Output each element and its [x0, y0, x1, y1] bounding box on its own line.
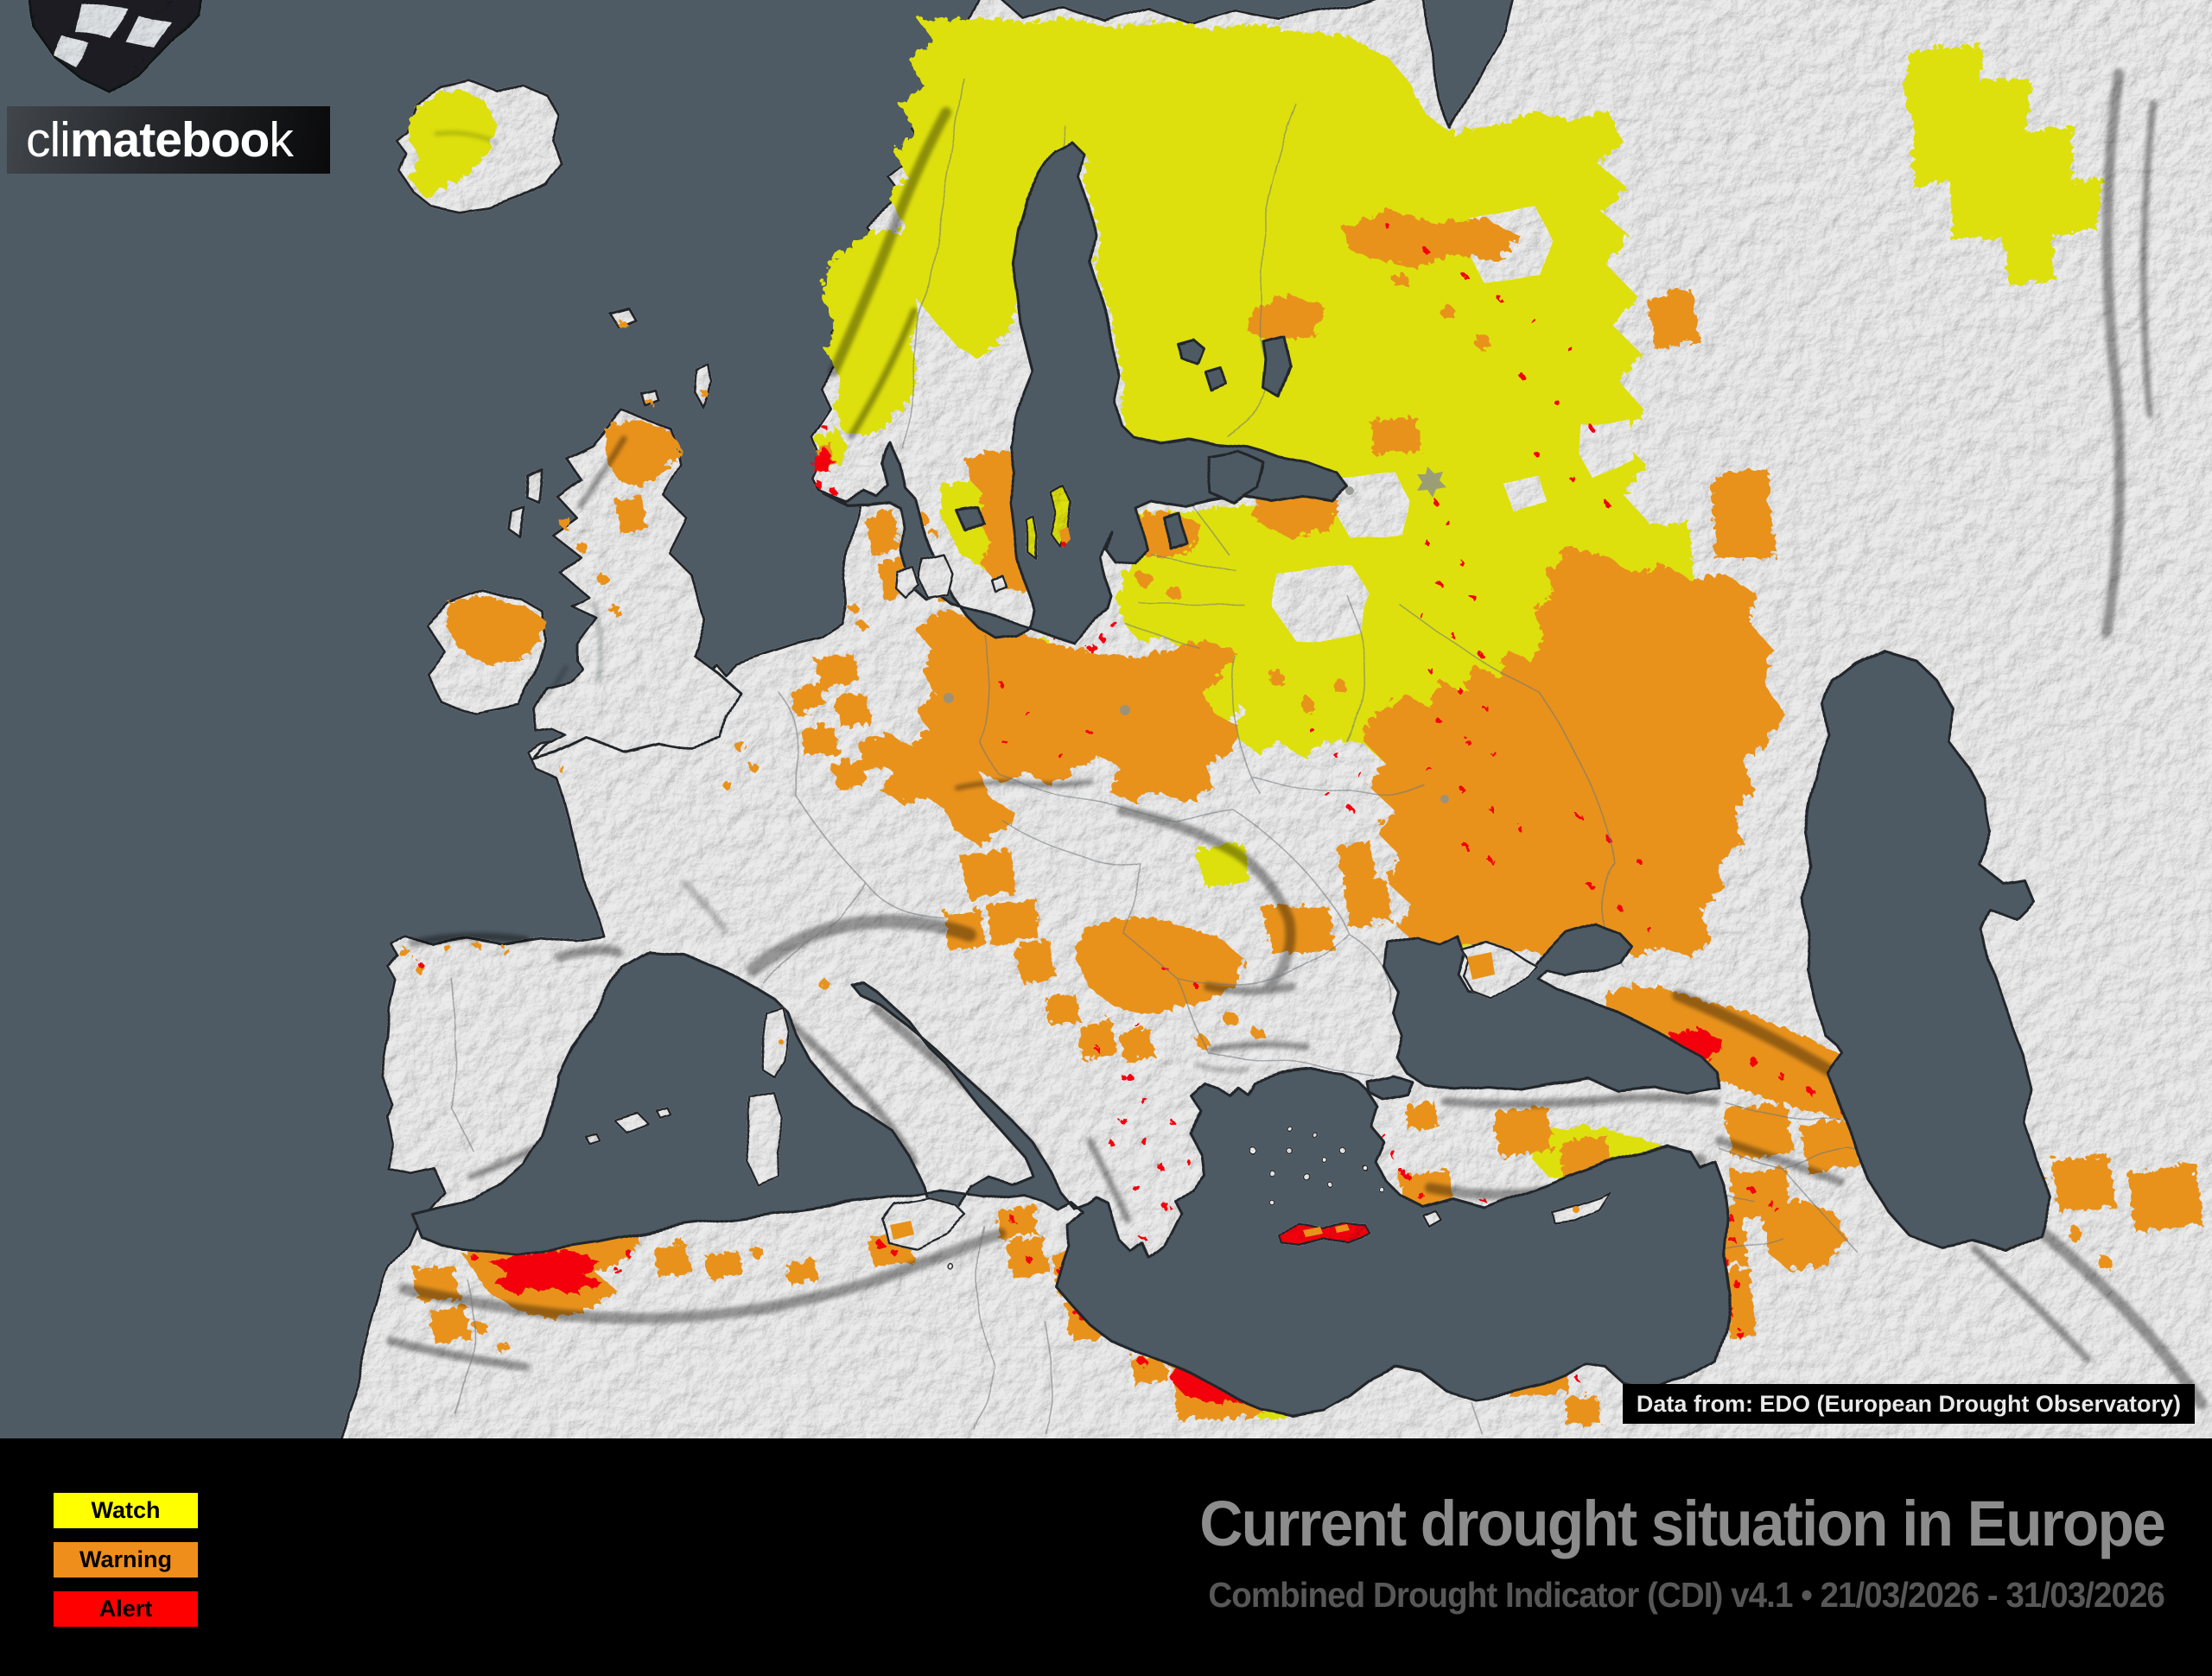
country-borders — [448, 77, 1928, 1435]
island-cyprus — [1549, 1190, 1611, 1224]
island-corsica — [760, 1006, 791, 1080]
page-title: Current drought situation in Europe — [1199, 1488, 2166, 1559]
city-moscow — [1417, 467, 1446, 498]
lake-peipus — [1163, 512, 1185, 548]
lake-ladoga — [1206, 449, 1265, 505]
data-attribution: Data from: EDO (European Drought Observa… — [1622, 1384, 2195, 1424]
city-stpetersburg — [1345, 486, 1354, 495]
island-mallorca — [612, 1111, 650, 1133]
sea-caspian — [1802, 648, 2051, 1253]
landmass-hebrides — [507, 468, 544, 538]
sea-baltic — [819, 140, 1350, 644]
legend-item-watch: Watch — [54, 1493, 198, 1528]
footer-titles: Current drought situation in Europe Comb… — [1199, 1488, 2166, 1616]
page-subtitle: Combined Drought Indicator (CDI) v4.1 • … — [1208, 1575, 2165, 1615]
island-sardinia — [745, 1092, 785, 1187]
island-ibiza — [582, 1130, 600, 1144]
island-drought-accents — [779, 527, 1580, 1240]
inland-seas — [410, 140, 2051, 1417]
legend-item-warning: Warning — [54, 1542, 198, 1578]
islands-aegean — [949, 1123, 1386, 1272]
island-menorca — [655, 1106, 672, 1120]
city-kyiv — [1440, 795, 1449, 803]
lake-onega — [1264, 337, 1294, 401]
footer-bar: Watch Warning Alert Current drought situ… — [0, 1438, 2212, 1676]
sea-mediterranean — [410, 950, 1732, 1417]
map-canvas — [0, 0, 2212, 1438]
legend-item-alert: Alert — [54, 1591, 198, 1627]
island-bornholm — [988, 574, 1007, 592]
logo-text-thin-prefix: cli — [26, 111, 71, 168]
legend-label-watch: Watch — [91, 1497, 161, 1523]
logo-text-thin-suffix: k — [269, 111, 293, 168]
city-berlin — [944, 693, 954, 703]
island-zealand — [918, 553, 954, 600]
map-area — [0, 0, 2212, 1438]
logo-climatebook: cli mateboo k — [7, 106, 330, 174]
legend: Watch Warning Alert — [54, 1493, 198, 1641]
legend-label-alert: Alert — [99, 1596, 153, 1622]
island-funen — [893, 567, 921, 600]
city-warsaw — [1120, 705, 1130, 715]
greenland-ice — [52, 4, 171, 67]
city-marks — [944, 467, 1449, 803]
island-rhodes — [1422, 1209, 1443, 1228]
lake-vanern — [956, 506, 985, 533]
logo-text-bold: mateboo — [69, 111, 270, 168]
island-oland — [1025, 515, 1039, 560]
landmass-shetland — [693, 363, 715, 409]
lakes-finland — [1173, 335, 1229, 392]
legend-label-warning: Warning — [79, 1546, 172, 1572]
